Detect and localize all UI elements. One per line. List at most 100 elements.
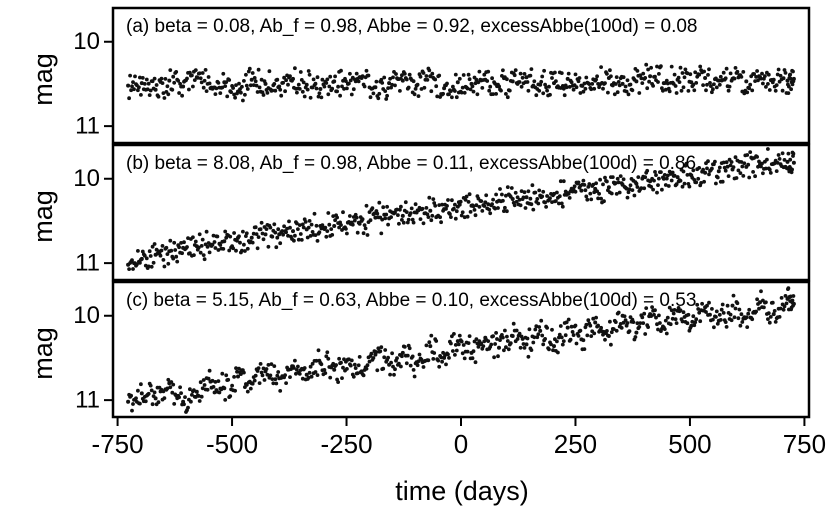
data-point xyxy=(204,229,209,234)
data-point xyxy=(765,157,769,162)
data-point xyxy=(543,200,547,205)
y-tick-label: 11 xyxy=(75,249,100,276)
data-point xyxy=(135,262,139,267)
data-point xyxy=(552,191,556,196)
data-point xyxy=(630,188,635,193)
data-point xyxy=(386,222,390,227)
data-point xyxy=(309,222,314,227)
data-point xyxy=(300,376,305,381)
data-point xyxy=(422,85,427,90)
data-point xyxy=(147,249,152,254)
data-point xyxy=(403,200,408,205)
data-point xyxy=(602,199,606,204)
data-point xyxy=(676,75,681,80)
data-point xyxy=(614,75,619,79)
data-point xyxy=(640,81,645,85)
data-point xyxy=(171,256,176,261)
panel-3: (c) beta = 5.15, Ab_f = 0.63, Abbe = 0.1… xyxy=(28,280,811,419)
data-point xyxy=(721,70,726,75)
data-point xyxy=(707,172,711,177)
data-point xyxy=(586,318,591,323)
data-point xyxy=(774,83,779,87)
data-point xyxy=(505,334,509,339)
data-point xyxy=(348,214,352,218)
data-point xyxy=(555,190,559,195)
panel-annotation: (b) beta = 8.08, Ab_f = 0.98, Abbe = 0.1… xyxy=(126,153,696,174)
data-point xyxy=(517,197,522,202)
data-point xyxy=(139,391,144,396)
data-point xyxy=(535,197,540,201)
data-point xyxy=(587,182,592,186)
data-point xyxy=(313,370,318,374)
data-point xyxy=(272,222,277,227)
data-point xyxy=(356,79,361,84)
data-point xyxy=(531,207,536,212)
data-point xyxy=(774,169,779,174)
data-point xyxy=(172,402,177,406)
data-point xyxy=(667,89,672,94)
data-point xyxy=(250,71,255,75)
data-point xyxy=(198,380,203,385)
data-point xyxy=(453,353,457,357)
data-point xyxy=(213,380,218,384)
data-point xyxy=(623,318,628,323)
data-point xyxy=(178,385,183,390)
data-point xyxy=(670,316,675,321)
data-point xyxy=(685,321,690,326)
data-point xyxy=(140,76,145,80)
data-point xyxy=(318,87,323,91)
data-point xyxy=(664,78,669,83)
data-point xyxy=(404,361,409,366)
data-point xyxy=(709,84,713,88)
data-point xyxy=(739,75,744,79)
data-point xyxy=(348,78,353,83)
data-point xyxy=(616,180,621,185)
data-point xyxy=(415,82,420,87)
data-point xyxy=(444,362,448,367)
data-point xyxy=(582,81,587,86)
data-point xyxy=(481,344,486,348)
data-point xyxy=(670,170,675,175)
data-point xyxy=(564,320,569,325)
data-point xyxy=(330,233,335,237)
data-point xyxy=(247,66,252,71)
data-point xyxy=(643,332,648,336)
data-point xyxy=(198,250,203,255)
data-point xyxy=(788,72,793,77)
data-point xyxy=(296,227,300,232)
data-point xyxy=(512,73,517,78)
data-point xyxy=(223,84,228,88)
data-point xyxy=(145,87,150,92)
data-point xyxy=(486,202,491,207)
data-point xyxy=(381,205,386,210)
data-point xyxy=(281,80,285,85)
data-point xyxy=(775,161,780,165)
data-point xyxy=(487,207,492,212)
data-point xyxy=(186,405,190,410)
data-point xyxy=(637,91,642,95)
data-point xyxy=(192,253,196,257)
data-point xyxy=(265,91,270,95)
data-point xyxy=(221,247,226,251)
data-point xyxy=(216,81,221,85)
data-point xyxy=(678,65,683,70)
data-point xyxy=(168,238,173,243)
data-point xyxy=(497,345,501,350)
data-point xyxy=(314,358,319,363)
data-point xyxy=(373,85,378,90)
data-point xyxy=(759,164,763,169)
data-point xyxy=(532,79,537,84)
data-point xyxy=(776,153,781,157)
data-point xyxy=(484,193,489,198)
data-point xyxy=(269,362,274,366)
data-point xyxy=(160,81,165,85)
data-point xyxy=(641,71,646,76)
data-point xyxy=(368,95,373,100)
data-point xyxy=(357,355,362,359)
data-point xyxy=(437,203,442,208)
data-point xyxy=(584,322,589,327)
data-point xyxy=(138,75,142,80)
data-point xyxy=(415,363,420,368)
data-point xyxy=(380,217,385,222)
data-point xyxy=(694,317,699,322)
